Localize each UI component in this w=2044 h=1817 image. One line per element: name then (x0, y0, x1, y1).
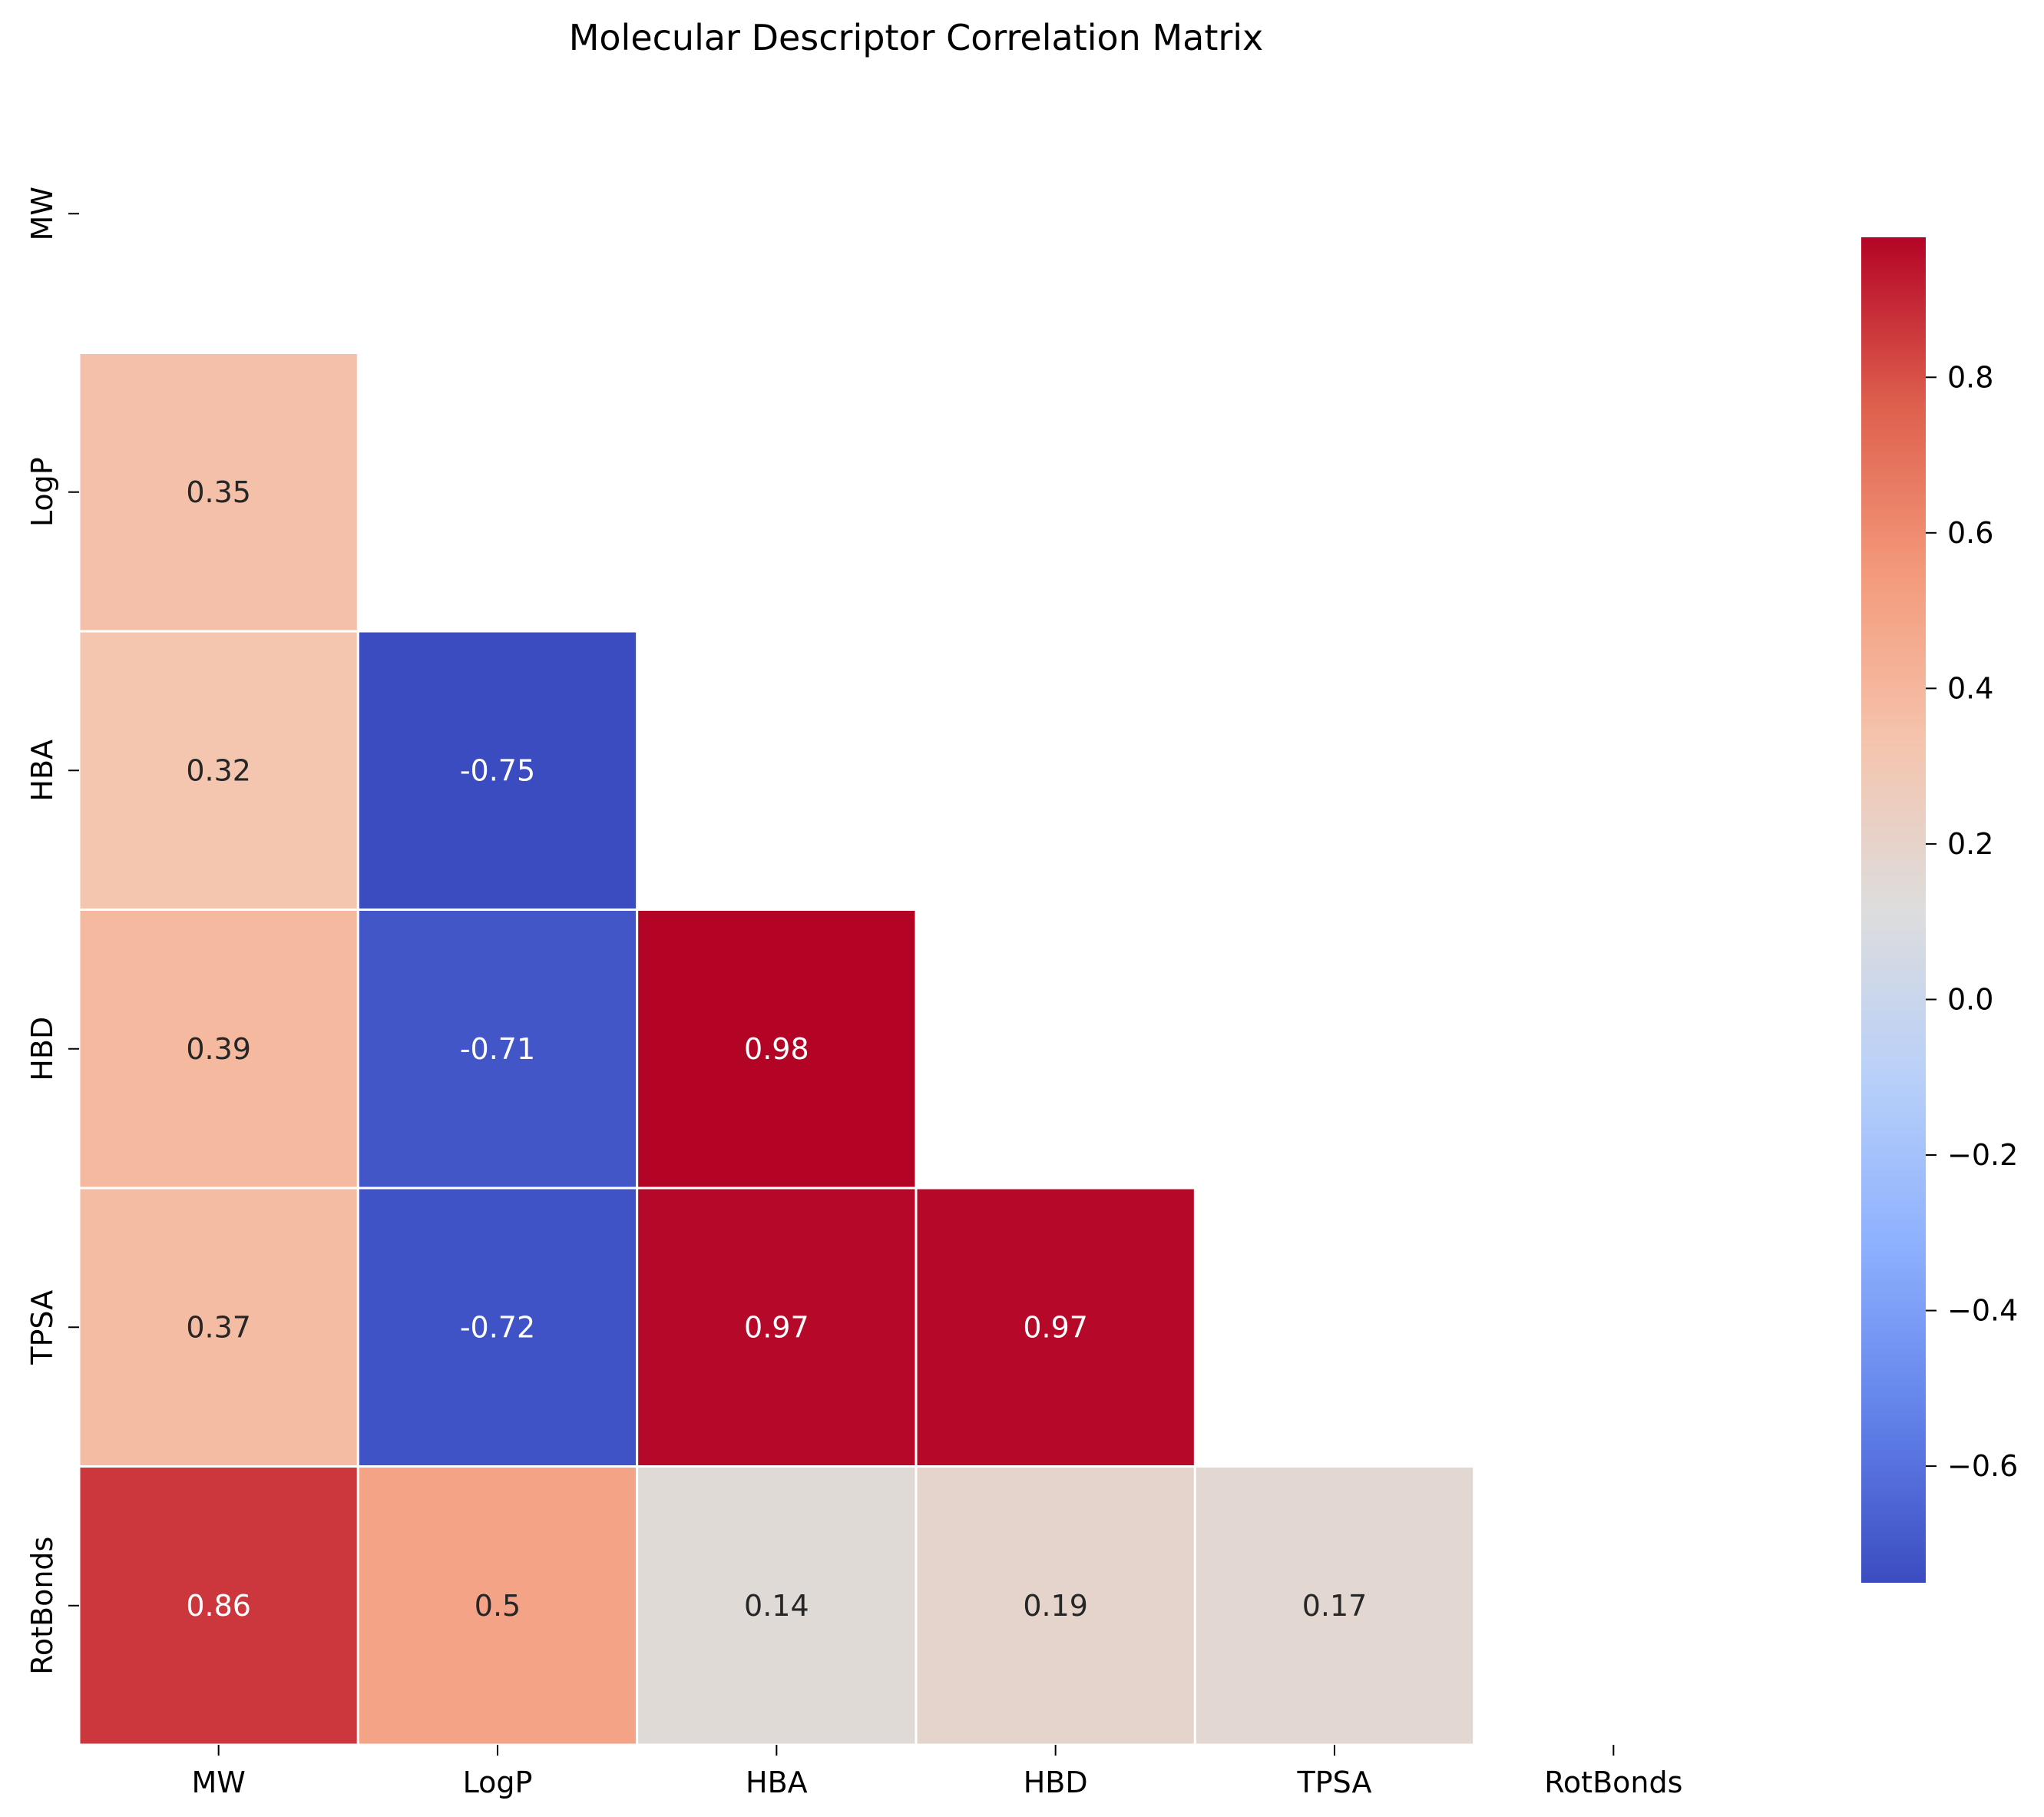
cell-value-label: 0.5 (475, 1589, 521, 1623)
cell-value-label: -0.75 (460, 753, 535, 787)
heatmap-cell (356, 1187, 639, 1468)
chart-title: Molecular Descriptor Correlation Matrix (569, 17, 1264, 58)
x-axis-tick-label: LogP (463, 1766, 533, 1799)
cell-value-label: -0.72 (460, 1310, 535, 1344)
heatmap-cells (78, 352, 1476, 1746)
cell-value-label: 0.14 (744, 1589, 809, 1623)
colorbar-tick-label: 0.2 (1947, 827, 1993, 861)
y-axis-ticks (68, 213, 79, 1607)
cell-value-label: 0.17 (1302, 1589, 1368, 1623)
y-axis-tick-label: HBA (25, 740, 59, 802)
y-axis-tick-label: MW (25, 187, 59, 240)
colorbar-tick-label: 0.4 (1947, 671, 1993, 705)
cell-value-label: 0.97 (744, 1310, 809, 1344)
colorbar-tick-label: −0.2 (1947, 1138, 2018, 1172)
x-axis-tick-label: MW (191, 1766, 245, 1799)
y-axis-tick-label: HBD (25, 1017, 59, 1081)
heatmap-cell (915, 1187, 1196, 1468)
heatmap-cell (356, 630, 639, 911)
heatmap-cell (356, 1465, 639, 1746)
colorbar (1861, 237, 1926, 1583)
y-axis-tick-label: RotBonds (25, 1537, 59, 1675)
cell-value-label: 0.97 (1023, 1310, 1088, 1344)
heatmap-cell (356, 908, 639, 1190)
cell-value-label: 0.98 (744, 1032, 809, 1066)
x-axis-ticks (217, 1745, 1615, 1756)
cell-value-label: 0.19 (1023, 1589, 1088, 1623)
x-axis-tick-label: TPSA (1297, 1766, 1372, 1799)
heatmap-cell (1193, 1465, 1476, 1746)
x-axis-tick-label: RotBonds (1544, 1766, 1682, 1799)
colorbar-tick-label: −0.4 (1947, 1294, 2018, 1328)
y-axis-tick-label: TPSA (25, 1290, 59, 1365)
heatmap-cell (636, 1465, 918, 1746)
colorbar-tick-label: 0.6 (1947, 516, 1993, 550)
colorbar-tick-label: 0.0 (1947, 982, 1993, 1016)
cell-value-label: 0.35 (186, 475, 251, 509)
y-axis-tick-label: LogP (25, 457, 59, 527)
heatmap-cell (636, 908, 918, 1190)
cell-value-label: 0.39 (186, 1032, 251, 1066)
cell-value-label: 0.32 (186, 753, 251, 787)
cell-value-label: 0.86 (186, 1589, 251, 1623)
heatmap-cell (78, 352, 359, 633)
x-axis-tick-label: HBD (1024, 1766, 1088, 1799)
heatmap-cell (915, 1465, 1196, 1746)
x-axis-tick-label: HBA (746, 1766, 808, 1799)
cell-value-label: -0.71 (460, 1032, 535, 1066)
colorbar-tick-label: −0.6 (1947, 1449, 2018, 1483)
heatmap-cell (78, 630, 359, 911)
cell-value-label: 0.37 (186, 1310, 251, 1344)
heatmap-cell (78, 908, 359, 1190)
colorbar-tick-label: 0.8 (1947, 360, 1993, 394)
